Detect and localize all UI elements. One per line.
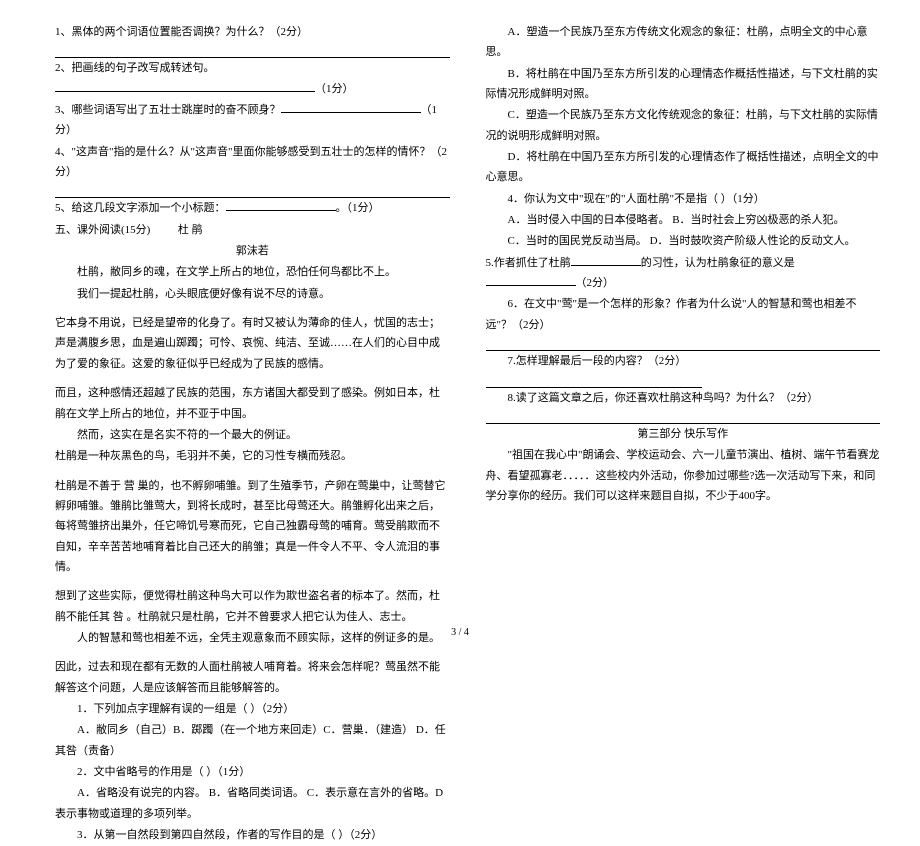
part3-title: 第三部分 快乐写作 <box>486 424 881 444</box>
blank-line <box>55 184 450 198</box>
rq4: 4．你认为文中"现在"的"人面杜鹃"不是指（ ）（1分） <box>486 189 881 209</box>
optD: D．将杜鹃在中国乃至东方所引发的心理情态作了概括性描述，点明全文的中心意思。 <box>486 147 881 188</box>
para5: 杜鹃是一种灰黑色的鸟，毛羽并不美，它的习性专横而残忍。 <box>55 446 450 466</box>
optA: A．塑造一个民族乃至东方传统文化观念的象征：杜鹃，点明全文的中心意思。 <box>486 22 881 63</box>
para4: 然而，这实在是名实不符的一个最大的例证。 <box>55 425 450 445</box>
mc3: 3．从第一自然段到第四自然段，作者的写作目的是（ ）（2分） <box>55 825 450 845</box>
para2: 它本身不用说，已经是望帝的化身了。有时又被认为薄命的佳人，忧国的志士；声是满腹乡… <box>55 313 450 374</box>
q4: 4、"这声音"指的是什么？从"这声音"里面你能够感受到五壮士的怎样的情怀？（2分… <box>55 142 450 183</box>
rq5-a: 5.作者抓住了杜鹃 <box>486 257 571 269</box>
blank-line <box>486 374 703 388</box>
mc1a: A．敝同乡（自己）B．踯躅（在一个地方来回走）C．营巢．（建造） D．任其咎（责… <box>55 720 450 761</box>
right-column: A．塑造一个民族乃至东方传统文化观念的象征：杜鹃，点明全文的中心意思。 B．将杜… <box>486 22 881 846</box>
section5-text: 五、课外阅读(15分) <box>55 224 150 236</box>
page-columns: 1、黑体的两个词语位置能否调换？为什么？（2分） 2、把画线的句子改写成转述句。… <box>55 22 880 846</box>
rq5-b: 的习性，认为杜鹃象征的意义是 <box>641 257 795 269</box>
mc1: 1．下列加点字理解有误的一组是（ ）（2分） <box>55 699 450 719</box>
q2-score: （1分） <box>315 83 354 95</box>
q1: 1、黑体的两个词语位置能否调换？为什么？（2分） <box>55 22 450 42</box>
mc2a: A．省略没有说完的内容。 B．省略同类词语。 C．表示意在言外的省略。D表示事物… <box>55 783 450 824</box>
poem-title: 杜 鹃 <box>178 224 203 236</box>
blank-line <box>486 410 881 424</box>
blank <box>226 199 336 211</box>
author-line: 郭沫若 <box>55 241 450 261</box>
left-column: 1、黑体的两个词语位置能否调换？为什么？（2分） 2、把画线的句子改写成转述句。… <box>55 22 450 846</box>
blank-line <box>486 337 881 351</box>
page-footer: 3 / 4 <box>0 624 920 643</box>
para1b: 我们一提起杜鹃，心头眼底便好像有说不尽的诗意。 <box>55 284 450 304</box>
q1-text: 1、黑体的两个词语位置能否调换？为什么？（2分） <box>55 26 308 38</box>
para8: 因此，过去和现在都有无数的人面杜鹃被人哺育着。将来会怎样呢？莺虽然不能解答这个问… <box>55 657 450 698</box>
optB: B．将杜鹃在中国乃至东方所引发的心理情态作概括性描述，与下文杜鹃的实际情况形成鲜… <box>486 64 881 105</box>
rq5-score: （2分） <box>576 277 615 289</box>
q2: 2、把画线的句子改写成转述句。 （1分） <box>55 58 450 99</box>
q5: 5、给这几段文字添加一个小标题： 。（1分） <box>55 198 450 218</box>
rq8: 8.读了这篇文章之后，你还喜欢杜鹃这种鸟吗？为什么？（2分） <box>486 388 881 408</box>
rq4a: A．当时侵入中国的日本侵略者。 B．当时社会上穷凶极恶的杀人犯。 <box>486 210 881 230</box>
para6: 杜鹃是不善于 营 巢的，也不孵卵哺雏。到了生殖季节，产卵在莺巢中，让莺替它孵卵哺… <box>55 476 450 578</box>
para7: 想到了这些实际，便觉得杜鹃这种鸟大可以作为欺世盗名者的标本了。然而，杜鹃不能任其… <box>55 586 450 627</box>
section-5: 五、课外阅读(15分) 杜 鹃 <box>55 220 450 240</box>
q5-text: 5、给这几段文字添加一个小标题： <box>55 202 226 214</box>
rq4b: C．当时的国民党反动当局。 D．当时鼓吹资产阶级人性论的反动文人。 <box>486 231 881 251</box>
blank-line <box>55 44 450 58</box>
para1a: 杜鹃，敝同乡的魂，在文学上所占的地位，恐怕任何鸟都比不上。 <box>55 262 450 282</box>
blank <box>486 274 576 286</box>
q2-text: 2、把画线的句子改写成转述句。 <box>55 62 215 74</box>
q3-text: 3、哪些词语写出了五壮士跳崖时的奋不顾身？ <box>55 104 281 116</box>
q4-text: 4、"这声音"指的是什么？从"这声音"里面你能够感受到五壮士的怎样的情怀？（2分… <box>55 146 447 178</box>
q5-score: 。（1分） <box>336 202 380 214</box>
mc2: 2．文中省略号的作用是（ ）（1分） <box>55 762 450 782</box>
blank <box>571 254 641 266</box>
author: 郭沫若 <box>236 245 269 257</box>
blank <box>55 80 315 92</box>
essay-prompt: "祖国在我心中"朗诵会、学校运动会、六一儿童节演出、植树、端午节看赛龙舟、看望孤… <box>486 445 881 506</box>
optC: C．塑造一个民族乃至东方文化传统观念的象征：杜鹃，与下文杜鹃的实际情况的说明形成… <box>486 105 881 146</box>
page-number: 3 / 4 <box>451 627 469 638</box>
rq7: 7.怎样理解最后一段的内容？（2分） <box>486 351 881 371</box>
q3: 3、哪些词语写出了五壮士跳崖时的奋不顾身？（1分） <box>55 100 450 141</box>
rq6: 6．在文中"莺"是一个怎样的形象？作者为什么说"人的智慧和莺也相差不远"？（2分… <box>486 294 881 335</box>
blank <box>281 101 421 113</box>
rq5: 5.作者抓住了杜鹃 的习性，认为杜鹃象征的意义是 （2分） <box>486 253 881 294</box>
para3: 而且，这种感情还超越了民族的范围，东方诸国大都受到了感染。例如日本，杜鹃在文学上… <box>55 383 450 424</box>
